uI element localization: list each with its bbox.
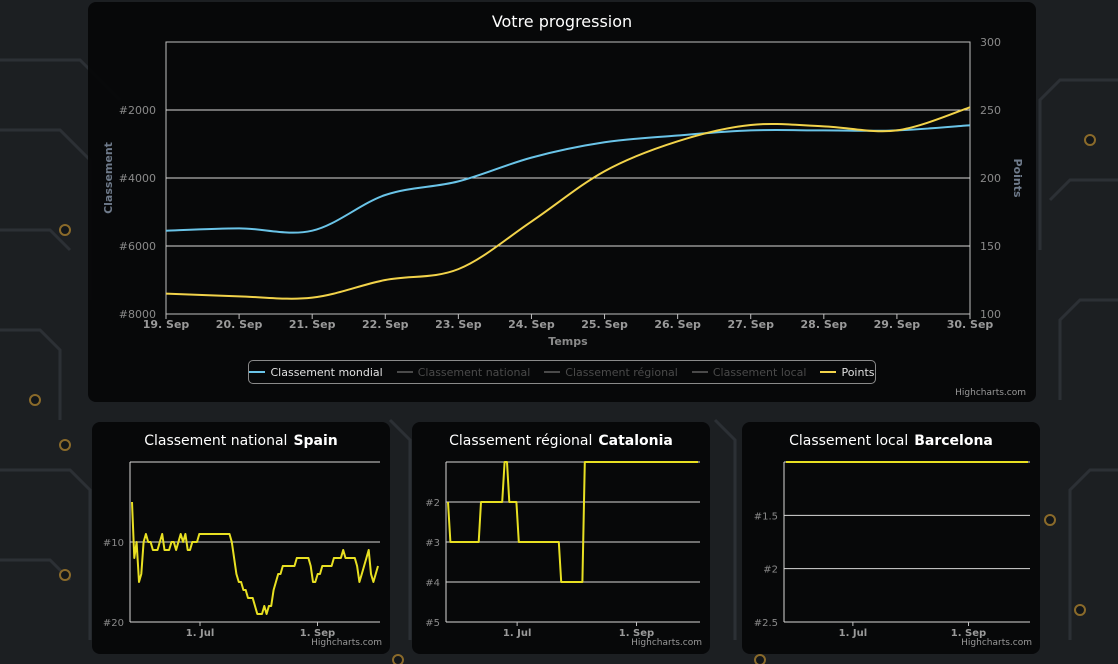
series-line xyxy=(447,461,698,583)
national-chart-title: Classement national Spain xyxy=(144,433,338,449)
credits-link[interactable]: Highcharts.com xyxy=(631,638,702,648)
y-tick-label: #2 xyxy=(425,498,440,509)
x-tick-label: 25. Sep xyxy=(581,318,628,331)
x-tick-label: 21. Sep xyxy=(289,318,336,331)
legend-item[interactable]: Classement régional xyxy=(544,366,678,379)
main-chart-title: Votre progression xyxy=(491,12,633,31)
y2-tick-label: 200 xyxy=(980,172,1001,185)
y-tick-label: #10 xyxy=(103,538,124,549)
chart-legend: Classement mondial Classement national Cla… xyxy=(248,360,876,384)
x-tick-label: 1. Jul xyxy=(503,628,532,639)
y2-tick-label: 100 xyxy=(980,308,1001,321)
series-line xyxy=(131,501,379,615)
x-tick-label: 1. Sep xyxy=(300,628,335,639)
main-chart-panel: #2000 #4000 #6000 #8000 100 150 200 250 300 19. S… xyxy=(88,2,1036,402)
regional-chart-panel: #2 #3 #4 #5 1. Jul 1. Sep Classement régional… xyxy=(412,422,710,654)
local-chart: #1.5 #2 #2.5 1. Jul 1. Sep xyxy=(754,461,1030,639)
x-axis-title: Temps xyxy=(548,335,588,348)
regional-chart-title: Classement régional Catalonia xyxy=(449,433,673,449)
local-chart-title: Classement local Barcelona xyxy=(789,433,993,449)
legend-label: Classement mondial xyxy=(270,365,383,379)
main-chart: #2000 #4000 #6000 #8000 100 150 200 250 300 19. S… xyxy=(102,36,1024,348)
y-tick-label: #2.5 xyxy=(754,618,778,629)
local-chart-panel: #1.5 #2 #2.5 1. Jul 1. Sep Classement local B… xyxy=(742,422,1040,654)
x-tick-label: 1. Sep xyxy=(619,628,654,639)
x-tick-label: 1. Sep xyxy=(951,628,986,639)
y-tick-label: #5 xyxy=(425,618,440,629)
national-chart-panel: #10 #20 1. Jul 1. Sep Classement national Sp… xyxy=(92,422,390,654)
legend-item[interactable]: Classement national xyxy=(396,365,531,379)
x-tick-label: 30. Sep xyxy=(947,318,994,331)
y-axis-title: Classement xyxy=(102,142,115,214)
y-tick-label: #20 xyxy=(103,618,124,629)
series-line-points xyxy=(165,106,971,300)
y-tick-label: #6000 xyxy=(119,240,156,253)
legend-swatch xyxy=(820,371,837,373)
y-tick-label: #1.5 xyxy=(754,511,778,522)
legend-label: Points xyxy=(841,365,875,379)
y-tick-label: #8000 xyxy=(119,308,156,321)
legend-swatch xyxy=(249,371,266,373)
legend-swatch xyxy=(396,371,413,373)
y-tick-label: #3 xyxy=(425,538,440,549)
x-tick-label: 20. Sep xyxy=(216,318,263,331)
x-tick-label: 1. Jul xyxy=(839,628,868,639)
y-tick-label: #2 xyxy=(763,565,778,576)
regional-chart: #2 #3 #4 #5 1. Jul 1. Sep xyxy=(425,461,700,639)
legend-label: Classement local xyxy=(712,365,807,379)
legend-item[interactable]: Points xyxy=(820,365,875,379)
y2-tick-label: 300 xyxy=(980,36,1001,49)
y2-tick-label: 250 xyxy=(980,104,1001,117)
credits-link[interactable]: Highcharts.com xyxy=(311,638,382,648)
national-chart: #10 #20 1. Jul 1. Sep xyxy=(103,461,380,639)
x-tick-label: 24. Sep xyxy=(508,318,555,331)
credits-link[interactable]: Highcharts.com xyxy=(961,638,1032,648)
x-tick-label: 22. Sep xyxy=(362,318,409,331)
credits-link[interactable]: Highcharts.com xyxy=(955,388,1026,398)
y2-tick-label: 150 xyxy=(980,240,1001,253)
legend-swatch xyxy=(544,371,561,373)
y-tick-label: #2000 xyxy=(119,104,156,117)
legend-label: Classement régional xyxy=(565,365,678,379)
x-tick-label: 27. Sep xyxy=(727,318,774,331)
y-tick-label: #4000 xyxy=(119,172,156,185)
legend-swatch xyxy=(691,371,708,373)
x-tick-label: 29. Sep xyxy=(874,318,921,331)
y-tick-label: #4 xyxy=(425,578,440,589)
legend-item[interactable]: Classement mondial xyxy=(249,365,383,379)
x-tick-label: 26. Sep xyxy=(654,318,701,331)
y2-axis-title: Points xyxy=(1011,158,1024,197)
legend-label: Classement national xyxy=(417,365,531,379)
series-line-classement-mondial xyxy=(165,124,971,234)
x-tick-label: 19. Sep xyxy=(143,318,190,331)
x-tick-label: 28. Sep xyxy=(801,318,848,331)
x-tick-label: 23. Sep xyxy=(435,318,482,331)
legend-item[interactable]: Classement local xyxy=(691,365,807,379)
x-tick-label: 1. Jul xyxy=(186,628,215,639)
